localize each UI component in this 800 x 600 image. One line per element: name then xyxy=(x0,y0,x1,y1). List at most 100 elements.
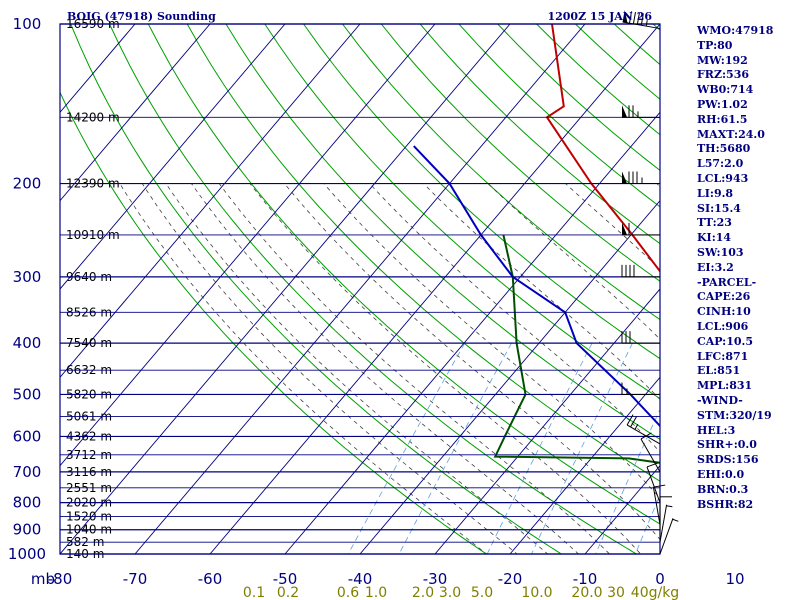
sounding-index-item: WMO:47918 xyxy=(697,24,774,37)
wind-barb xyxy=(622,105,660,118)
sounding-index-item: CAPE:26 xyxy=(697,290,751,304)
wind-barb-feather xyxy=(653,484,666,488)
moist-adiabat xyxy=(487,183,660,340)
mixing-ratio-label: 30 xyxy=(607,585,625,600)
mixing-ratio-line xyxy=(634,493,660,554)
wind-barb-feather xyxy=(646,462,659,468)
wind-barb xyxy=(640,432,661,473)
wind-barb xyxy=(659,518,679,555)
sounding-index-item: L57:2.0 xyxy=(697,157,744,171)
sounding-index-item: MPL:831 xyxy=(697,379,753,393)
pressure-tick-label: 400 xyxy=(13,334,42,352)
pressure-tick-label: 700 xyxy=(13,463,42,481)
sounding-index-item: HEL:3 xyxy=(697,423,736,437)
dry-adiabat xyxy=(264,24,660,400)
wind-barb xyxy=(621,331,660,344)
sounding-index-item: EHI:0.0 xyxy=(697,467,745,481)
wind-barb xyxy=(622,10,661,30)
isotherm xyxy=(509,376,660,554)
sounding-index-item: SRDS:156 xyxy=(697,453,759,467)
isotherm xyxy=(60,24,211,202)
wind-barb xyxy=(622,171,660,185)
wind-barb-half-feather xyxy=(634,424,639,430)
mixing-ratio-label: 3.0 xyxy=(439,585,461,600)
sounding-index-item: CINH:10 xyxy=(697,305,751,319)
dry-adiabat xyxy=(109,24,638,554)
wind-barb-pennant xyxy=(622,222,627,235)
wind-barb-feather xyxy=(640,432,652,440)
sounding-index-item: SHR+:0.0 xyxy=(697,438,757,452)
mixing-ratio-line xyxy=(595,408,660,554)
mixing-ratio-label: 0.1 xyxy=(243,585,265,600)
mixing-ratio-line xyxy=(531,342,633,554)
temperature-tick-label: -10 xyxy=(573,570,598,588)
dry-adiabat xyxy=(380,24,660,282)
wind-barb-staff xyxy=(659,518,674,555)
sounding-index-item: EL:851 xyxy=(697,364,741,378)
sounding-index-item: -WIND- xyxy=(697,393,743,407)
wind-barb-pennant xyxy=(622,10,628,23)
mixing-ratio-line xyxy=(398,342,512,554)
sounding-index-item: SI:15.4 xyxy=(697,201,741,215)
isotherm xyxy=(60,24,436,467)
dry-adiabat xyxy=(225,24,660,440)
moist-adiabat xyxy=(323,183,660,499)
sounding-index-item: BSHR:82 xyxy=(697,497,754,511)
wind-barb-pennant xyxy=(622,171,627,184)
isotherm xyxy=(60,24,361,379)
wind-barb-staff xyxy=(659,504,668,543)
wind-barb xyxy=(626,414,661,445)
wind-barb-feather xyxy=(640,13,644,26)
mixing-ratio-label: 1.0 xyxy=(365,585,387,600)
sounding-index-item: TT:23 xyxy=(697,216,732,230)
pressure-tick-label: 100 xyxy=(13,15,42,33)
isotherm xyxy=(60,24,286,290)
sounding-index-item: KI:14 xyxy=(697,231,732,245)
mixing-ratio-label: 10.0 xyxy=(521,585,552,600)
dry-adiabat xyxy=(60,91,488,554)
mixing-ratio-label: 40g/kg xyxy=(631,585,679,600)
parcel-profile xyxy=(413,145,660,428)
dry-adiabat xyxy=(186,24,660,482)
sounding-index-item: LFC:871 xyxy=(697,349,749,363)
sounding-index-item: TH:5680 xyxy=(697,142,751,156)
sounding-index-item: -PARCEL- xyxy=(697,275,757,289)
sounding-index-item: STM:320/19 xyxy=(697,408,772,422)
wind-barb xyxy=(621,382,660,395)
temperature-tick-label: -70 xyxy=(123,570,148,588)
wind-barb-staff xyxy=(646,466,661,503)
sounding-index-item: LCL:943 xyxy=(697,171,749,185)
wind-barb-feather xyxy=(630,416,637,428)
wind-barb-feather xyxy=(636,12,640,25)
wind-barb xyxy=(659,496,672,535)
temperature-tick-label: -30 xyxy=(423,570,448,588)
temperature-tick-label: 10 xyxy=(725,570,744,588)
sounding-index-item: LI:9.8 xyxy=(697,186,734,200)
wind-barb-feather xyxy=(632,11,636,24)
wind-barb xyxy=(622,222,660,236)
dry-adiabat xyxy=(342,24,660,321)
pressure-tick-label: 500 xyxy=(13,386,42,404)
temperature-profile xyxy=(545,24,660,273)
sounding-index-item: MW:192 xyxy=(697,53,748,67)
wind-barb-feather xyxy=(626,414,634,426)
pressure-tick-label: 600 xyxy=(13,427,42,445)
wind-barb xyxy=(659,504,673,543)
pressure-tick-label: 800 xyxy=(13,494,42,512)
temperature-tick-label: -60 xyxy=(198,570,223,588)
temperature-tick-label: -80 xyxy=(48,570,73,588)
temperature-tick-label: 0 xyxy=(655,570,665,588)
isotherm xyxy=(359,199,660,554)
wind-barb-half-feather xyxy=(666,505,673,508)
wind-barb xyxy=(621,264,660,278)
dry-adiabat xyxy=(70,24,563,554)
plot-frame xyxy=(59,23,661,555)
temperature-tick-label: -50 xyxy=(273,570,298,588)
wind-barb-feather xyxy=(628,11,633,24)
chart-datetime: 1200Z 15 JAN 26 xyxy=(547,10,652,23)
dry-adiabat xyxy=(419,24,660,245)
wind-barb-pennant xyxy=(622,105,627,118)
mixing-ratio-label: 2.0 xyxy=(412,585,434,600)
